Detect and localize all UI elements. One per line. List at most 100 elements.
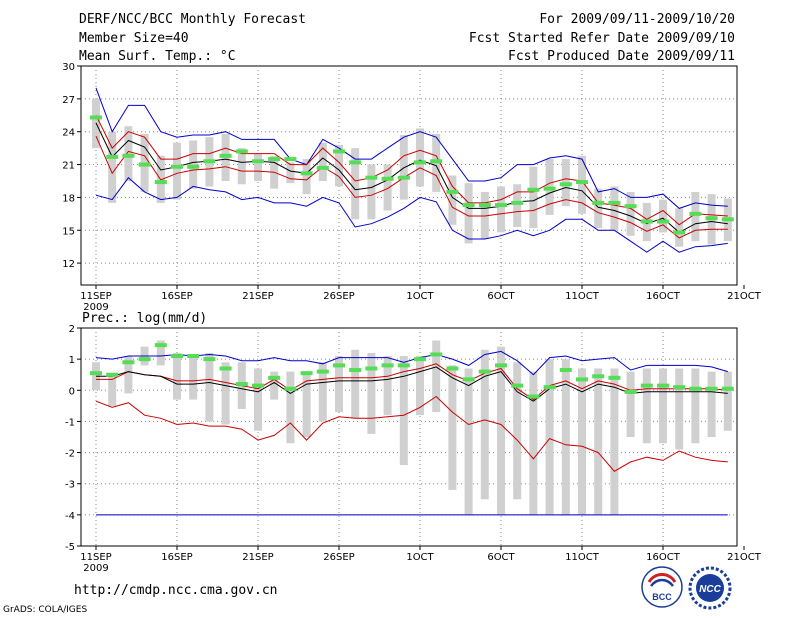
precipitation-range-bar	[448, 365, 457, 490]
precipitation-ytick-label: -5	[65, 542, 75, 553]
forecast-period: For 2009/09/11-2009/10/20	[539, 12, 735, 27]
precipitation-line-max	[95, 350, 728, 376]
precipitation-range-bar	[480, 349, 489, 500]
precipitation-ytick-label: -1	[65, 417, 75, 428]
precipitation-ensemble-marker	[284, 386, 297, 391]
temperature-ensemble-marker	[235, 149, 248, 154]
precipitation-ensemble-marker	[365, 366, 378, 371]
precipitation-range-bar	[723, 371, 732, 431]
precipitation-xtick-label: 16OCT	[646, 552, 681, 563]
precipitation-range-bar	[318, 362, 327, 422]
precipitation-ytick-label: -2	[65, 449, 75, 460]
source-url[interactable]: http://cmdp.ncc.cma.gov.cn	[74, 583, 278, 598]
member-size-label: Member Size=40	[79, 31, 189, 46]
temperature-range-bar	[383, 164, 392, 211]
precipitation-ensemble-marker	[122, 360, 135, 365]
precipitation-range-bar	[432, 340, 441, 413]
temperature-ensemble-marker	[511, 200, 524, 205]
precipitation-ensemble-marker	[462, 377, 475, 382]
temperature-ensemble-marker	[268, 157, 281, 162]
ncc-logo-icon: NCC	[688, 566, 732, 610]
temperature-range-bar	[108, 131, 117, 203]
precipitation-ensemble-marker	[446, 366, 459, 371]
precipitation-year-label: 2009	[83, 563, 108, 574]
precipitation-frame	[80, 327, 738, 547]
precipitation-line-mean	[96, 366, 728, 402]
temperature-range-bar	[335, 144, 343, 187]
temperature-range-bar	[675, 208, 684, 247]
refer-date: Fcst Started Refer Date 2009/09/10	[468, 31, 735, 46]
precipitation-ensemble-marker	[138, 357, 151, 362]
precipitation-range-bar	[578, 368, 586, 515]
temperature-xtick-label: 11SEP	[80, 291, 111, 302]
temperature-xtick-label: 1OCT	[406, 291, 434, 302]
precipitation-xtick-label: 11OCT	[565, 552, 600, 563]
temperature-range-bar	[659, 199, 667, 233]
precipitation-range-bar	[189, 356, 198, 400]
precipitation-xtick-label: 21OCT	[727, 552, 762, 563]
precipitation-xtick-label: 1OCT	[406, 552, 434, 563]
precipitation-ensemble-marker	[268, 375, 281, 380]
chart-title: DERF/NCC/BCC Monthly Forecast	[79, 12, 306, 27]
temperature-ensemble-marker	[349, 160, 362, 165]
precipitation-range-bar	[205, 352, 214, 422]
temperature-line-max	[95, 87, 728, 209]
precipitation-range-bar	[416, 356, 424, 416]
temperature-ensemble-marker	[414, 160, 426, 165]
bcc-logo-icon: BCC	[641, 566, 683, 608]
precipitation-range-bar	[254, 368, 262, 431]
temperature-range-bar	[529, 166, 538, 229]
temperature-ensemble-marker	[154, 180, 167, 185]
temperature-range-bar	[691, 191, 700, 242]
temperature-ensemble-marker	[592, 200, 605, 205]
temperature-ensemble-marker	[721, 217, 734, 222]
precipitation-range-bar	[675, 368, 684, 450]
temperature-ytick-label: 15	[62, 226, 75, 237]
temperature-ensemble-marker	[689, 211, 702, 216]
precipitation-ytick-label: 1	[69, 355, 75, 366]
temperature-ensemble-marker	[381, 176, 394, 181]
temperature-ensemble-marker	[187, 164, 200, 169]
precipitation-range-bar	[659, 368, 667, 444]
precipitation-ytick-label: 2	[69, 324, 75, 335]
temperature-panel: 30 27 24 21 18 15 12 11SEP 16SEP 21SEP 26SEP 1OCT 6O…	[62, 62, 761, 313]
temperature-ytick-label: 18	[62, 193, 75, 204]
precipitation-xtick-label: 26SEP	[323, 552, 354, 563]
precipitation-ensemble-marker	[203, 357, 216, 362]
precipitation-range-bar	[513, 362, 522, 500]
precipitation-ensemble-marker	[721, 386, 734, 391]
precipitation-ensemble-marker	[673, 385, 686, 390]
precipitation-range-bar	[545, 359, 554, 515]
precipitation-range-bar	[383, 356, 392, 416]
temperature-ensemble-marker	[90, 115, 102, 120]
temperature-ytick-label: 12	[62, 259, 75, 270]
temperature-line-upper	[95, 115, 728, 226]
temperature-ytick-label: 21	[62, 161, 75, 172]
temperature-ensemble-marker	[333, 149, 345, 154]
precipitation-ensemble-marker	[235, 382, 248, 387]
svg-text:BCC: BCC	[652, 592, 672, 602]
temperature-xtick-label: 16SEP	[161, 291, 192, 302]
precipitation-ensemble-marker	[349, 368, 362, 373]
ncc-logo: NCC	[688, 566, 732, 610]
temperature-ensemble-marker	[640, 219, 653, 224]
temperature-ensemble-marker	[284, 157, 297, 162]
temperature-xtick-label: 26SEP	[323, 291, 354, 302]
precipitation-ensemble-marker	[576, 377, 588, 382]
temperature-ensemble-marker	[446, 189, 459, 194]
precipitation-ensemble-marker	[316, 369, 329, 374]
temperature-ensemble-marker	[122, 153, 135, 158]
temperature-range-bar	[416, 128, 424, 187]
precipitation-ensemble-marker	[705, 386, 718, 391]
temperature-line-lower	[95, 135, 728, 239]
precipitation-range-bar	[399, 356, 408, 466]
temperature-ytick-label: 27	[62, 95, 75, 106]
precipitation-ensemble-marker	[624, 389, 637, 394]
temperature-range-bar	[286, 162, 295, 184]
temperature-ensemble-marker	[252, 159, 264, 164]
temperature-ensemble-marker	[430, 159, 443, 164]
precipitation-xtick-label: 6OCT	[487, 552, 515, 563]
temperature-ensemble-marker	[576, 180, 588, 185]
temperature-year-label: 2009	[83, 302, 108, 313]
precipitation-range-bar	[367, 352, 376, 434]
